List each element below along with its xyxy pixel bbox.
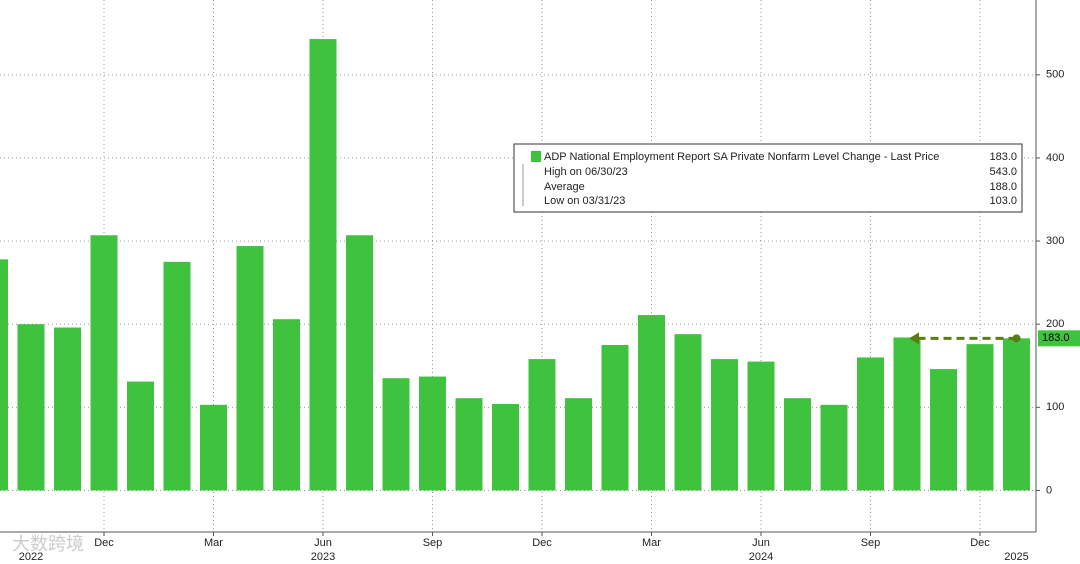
- bar: [930, 369, 957, 491]
- year-label: 2024: [749, 551, 773, 563]
- watermark: 大数跨境: [12, 534, 84, 554]
- bar: [784, 398, 811, 491]
- bar: [163, 261, 191, 491]
- last-price-label: 183.0: [1042, 332, 1070, 344]
- x-tick-label: Mar: [204, 537, 223, 549]
- x-tick-label: Dec: [532, 537, 552, 549]
- x-tick-label: Jun: [314, 537, 332, 549]
- bar: [820, 404, 848, 491]
- legend-stat-value: 543.0: [989, 166, 1017, 178]
- bar: [674, 334, 702, 491]
- bar: [54, 327, 81, 491]
- bar: [17, 324, 45, 491]
- bar: [455, 398, 483, 491]
- legend-value: 183.0: [989, 151, 1017, 163]
- bar: [565, 398, 592, 491]
- legend-stat-label: Low on 03/31/23: [544, 195, 625, 207]
- bar: [0, 259, 8, 491]
- legend-stat-value: 188.0: [989, 181, 1017, 193]
- year-label: 2022: [19, 551, 43, 563]
- x-tick-label: Dec: [94, 537, 114, 549]
- y-tick-label: 200: [1046, 318, 1064, 330]
- bar: [419, 376, 446, 491]
- bar: [236, 246, 264, 491]
- year-label: 2025: [1004, 551, 1028, 563]
- bar: [528, 359, 556, 491]
- last-price-dot: [1012, 334, 1021, 343]
- legend-stat-label: Average: [544, 181, 585, 193]
- bar: [492, 403, 519, 491]
- bar: [273, 319, 300, 491]
- legend-stat-value: 103.0: [989, 195, 1017, 207]
- bar: [857, 357, 884, 491]
- x-tick-label: Sep: [423, 537, 443, 549]
- bar: [1003, 338, 1030, 491]
- bar: [346, 235, 373, 491]
- year-label: 2023: [311, 551, 335, 563]
- y-tick-label: 0: [1046, 484, 1052, 496]
- bar: [893, 337, 921, 491]
- bar: [90, 235, 118, 491]
- bar: [382, 378, 410, 491]
- bar: [747, 361, 775, 491]
- bar: [309, 39, 337, 491]
- legend: ADP National Employment Report SA Privat…: [513, 143, 1023, 213]
- y-tick-label: 400: [1046, 152, 1064, 164]
- bar: [966, 344, 994, 491]
- y-tick-label: 300: [1046, 235, 1064, 247]
- bar: [638, 315, 665, 491]
- bar: [601, 344, 629, 491]
- y-tick-label: 100: [1046, 401, 1064, 413]
- legend-swatch: [531, 151, 541, 162]
- x-tick-label: Mar: [642, 537, 661, 549]
- x-tick-label: Dec: [970, 537, 990, 549]
- legend-label: ADP National Employment Report SA Privat…: [544, 151, 939, 163]
- x-tick-label: Sep: [861, 537, 881, 549]
- bar: [127, 381, 154, 491]
- last-price-tag: [1038, 330, 1080, 347]
- last-price-arrowhead: [909, 332, 919, 345]
- x-tick-label: Jun: [752, 537, 770, 549]
- legend-stat-label: High on 06/30/23: [544, 166, 628, 178]
- bar: [200, 404, 227, 491]
- bar: [711, 359, 738, 491]
- y-tick-label: 500: [1046, 69, 1064, 81]
- legend-box: [513, 143, 1023, 213]
